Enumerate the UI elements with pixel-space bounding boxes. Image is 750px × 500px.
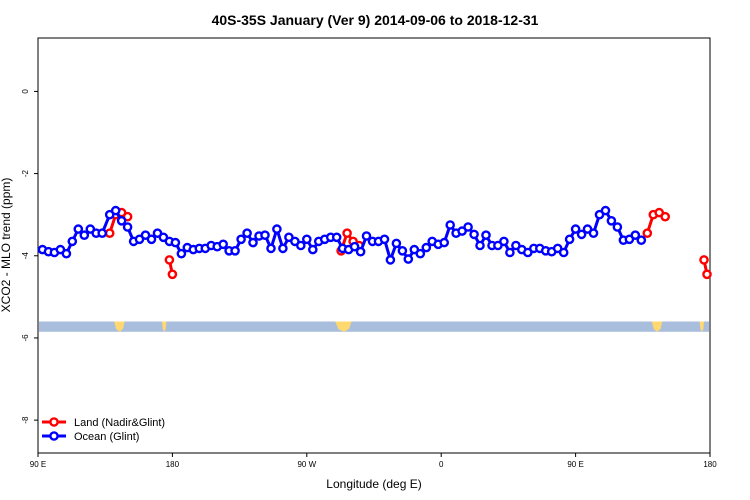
data-point — [699, 255, 709, 265]
data-point — [505, 247, 515, 258]
data-point — [463, 222, 473, 232]
data-point — [176, 248, 187, 259]
data-point — [248, 237, 258, 248]
data-point — [588, 228, 599, 238]
background-band — [39, 321, 709, 332]
data-point — [218, 239, 228, 250]
data-point — [379, 234, 390, 245]
data-point — [403, 254, 414, 264]
land-patch — [114, 321, 125, 332]
y-tick-label: 0 — [21, 89, 30, 94]
data-point — [122, 222, 133, 232]
data-point — [97, 228, 107, 238]
data-point — [660, 211, 671, 222]
plot-frame — [37, 37, 711, 454]
data-point — [170, 237, 181, 248]
data-point — [167, 269, 178, 280]
data-point — [385, 255, 396, 265]
x-tick-label: 90 E — [30, 460, 46, 469]
data-point — [342, 228, 352, 238]
data-point — [349, 241, 360, 252]
data-point — [576, 229, 587, 240]
data-point — [104, 228, 115, 238]
y-tick-label: -2 — [21, 169, 30, 177]
data-point — [355, 246, 366, 257]
data-point — [230, 245, 240, 256]
data-point — [439, 237, 450, 248]
data-point — [481, 230, 491, 240]
data-point — [146, 234, 157, 245]
x-tick-label: 90 E — [567, 460, 583, 469]
ocean-band — [39, 321, 709, 332]
data-point — [642, 228, 653, 238]
data-point — [421, 242, 432, 253]
axis-ticks: 90 E 180 90 W 0 90 E 180 0 -2 -4 -6 -8 — [21, 89, 717, 469]
data-point — [499, 236, 509, 247]
data-point — [67, 236, 78, 247]
legend-entry-label: Land (Nadir&Glint) — [74, 417, 165, 429]
y-tick-label: -6 — [21, 334, 30, 342]
data-point — [469, 229, 479, 240]
y-tick-label: -4 — [21, 252, 30, 260]
x-tick-label: 180 — [166, 460, 180, 469]
legend-swatch-marker — [49, 417, 59, 427]
land-patch — [335, 321, 352, 332]
data-point — [73, 224, 84, 234]
data-point — [278, 243, 288, 254]
data-point — [307, 244, 318, 255]
legend-swatch-marker — [49, 431, 59, 441]
series-land — [104, 207, 712, 280]
data-point — [606, 215, 617, 226]
data-point — [236, 234, 246, 245]
chart-title: 40S-35S January (Ver 9) 2014-09-06 to 20… — [212, 12, 539, 28]
series-ocean — [37, 205, 647, 265]
data-point — [702, 269, 712, 280]
y-tick-label: -8 — [21, 416, 30, 424]
data-point — [636, 235, 647, 245]
data-point — [558, 247, 569, 258]
data-point — [301, 234, 312, 245]
data-point — [445, 220, 456, 230]
data-point — [260, 230, 270, 240]
data-point — [570, 224, 581, 234]
data-point — [415, 248, 426, 259]
data-point — [79, 230, 90, 240]
land-patch — [699, 321, 705, 332]
data-point — [164, 255, 175, 265]
land-patch — [161, 321, 167, 332]
y-axis-label: XCO2 - MLO trend (ppm) — [0, 178, 13, 313]
data-point — [272, 224, 282, 234]
x-tick-label: 0 — [439, 460, 444, 469]
data-point — [242, 228, 252, 238]
series-layer — [37, 205, 712, 280]
legend-entry-label: Ocean (Glint) — [74, 431, 139, 443]
data-point — [612, 222, 623, 232]
data-point — [630, 230, 641, 240]
data-point — [116, 215, 127, 226]
data-point — [266, 243, 276, 254]
data-point — [110, 205, 121, 216]
data-point — [361, 231, 372, 241]
data-point — [295, 240, 306, 251]
legend: Land (Nadir&Glint) Ocean (Glint) — [42, 417, 165, 443]
data-point — [475, 240, 485, 251]
land-patch — [651, 321, 663, 332]
data-point — [391, 238, 402, 249]
x-axis-label: Longitude (deg E) — [326, 477, 421, 491]
data-point — [564, 234, 575, 245]
data-point — [397, 245, 408, 256]
x-tick-label: 180 — [703, 460, 717, 469]
data-point — [600, 205, 611, 216]
data-point — [61, 248, 72, 259]
x-tick-label: 90 W — [297, 460, 316, 469]
data-point — [331, 232, 342, 243]
